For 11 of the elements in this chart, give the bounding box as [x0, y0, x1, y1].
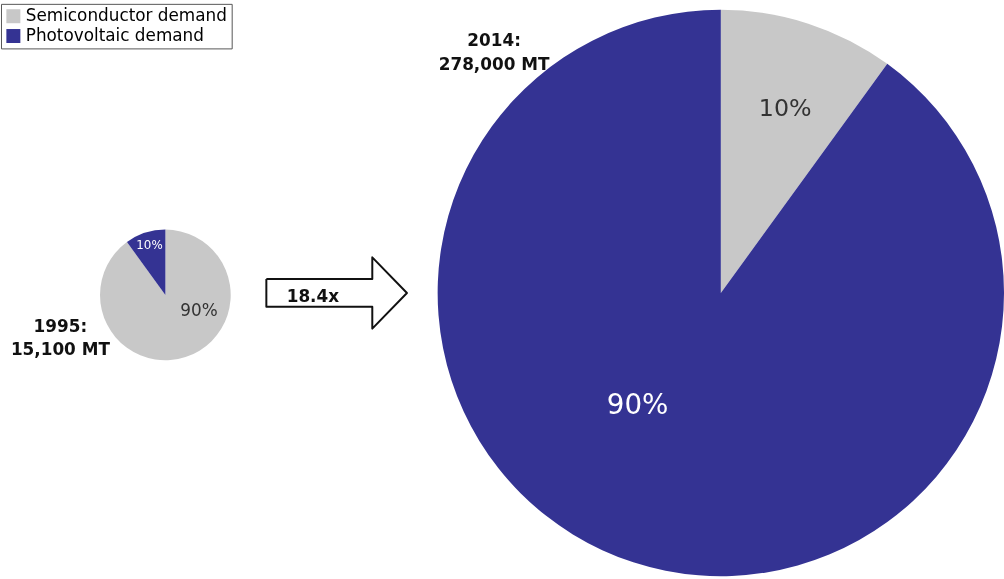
legend-label: Semiconductor demand — [25, 5, 227, 26]
text: 18.4x — [286, 285, 340, 306]
data-label: 10% — [136, 238, 163, 253]
data-label: 10% — [758, 93, 812, 122]
text: 2014: 278,000 MT — [438, 30, 550, 75]
pie-slice — [720, 9, 888, 293]
text: 1995: 15,100 MT — [10, 315, 111, 360]
data-label: 90% — [606, 387, 669, 421]
pie-slice — [437, 9, 1004, 576]
data-label: 90% — [180, 299, 218, 320]
legend-label: Photovoltaic demand — [25, 24, 204, 45]
